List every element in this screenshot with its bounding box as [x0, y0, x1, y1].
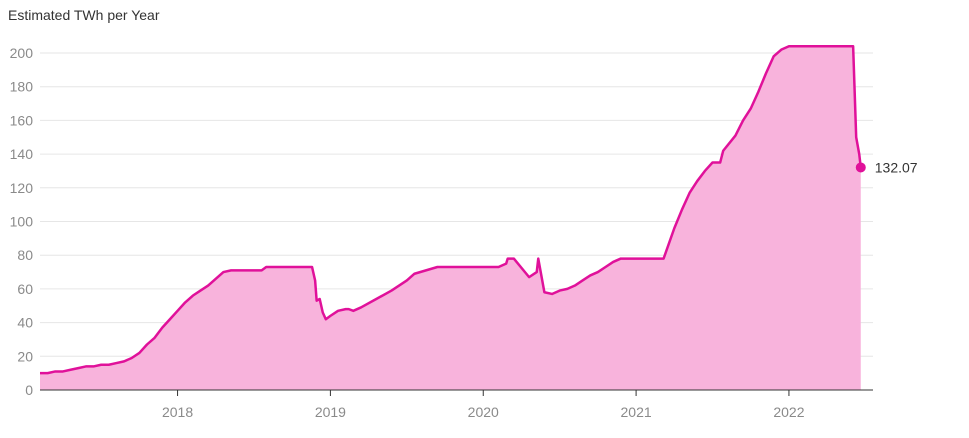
- y-axis-ticks: 0 20 40 60 80 100 120 140 160 180 200: [10, 45, 34, 398]
- x-tick-label-2020: 2020: [468, 404, 499, 420]
- end-value-label: 132.07: [875, 159, 918, 175]
- x-tick-label-2022: 2022: [773, 404, 804, 420]
- y-tick-label-20: 20: [17, 348, 33, 364]
- x-tick-label-2021: 2021: [621, 404, 652, 420]
- end-point-marker[interactable]: [855, 162, 866, 173]
- y-tick-label-80: 80: [17, 247, 33, 263]
- y-tick-label-40: 40: [17, 315, 33, 331]
- x-tick-label-2019: 2019: [315, 404, 346, 420]
- series-line: [40, 45, 863, 375]
- y-tick-label-160: 160: [10, 112, 34, 128]
- x-tick-label-2018: 2018: [162, 404, 193, 420]
- chart-title: Estimated TWh per Year: [8, 7, 160, 23]
- x-axis-ticks: 2018 2019 2020 2021 2022: [162, 390, 805, 420]
- y-tick-label-180: 180: [10, 79, 34, 95]
- y-tick-label-140: 140: [10, 146, 34, 162]
- series-area: [40, 46, 861, 390]
- y-tick-label-200: 200: [10, 45, 34, 61]
- y-tick-label-100: 100: [10, 214, 34, 230]
- y-tick-label-0: 0: [25, 382, 33, 398]
- y-tick-label-120: 120: [10, 180, 34, 196]
- y-tick-label-60: 60: [17, 281, 33, 297]
